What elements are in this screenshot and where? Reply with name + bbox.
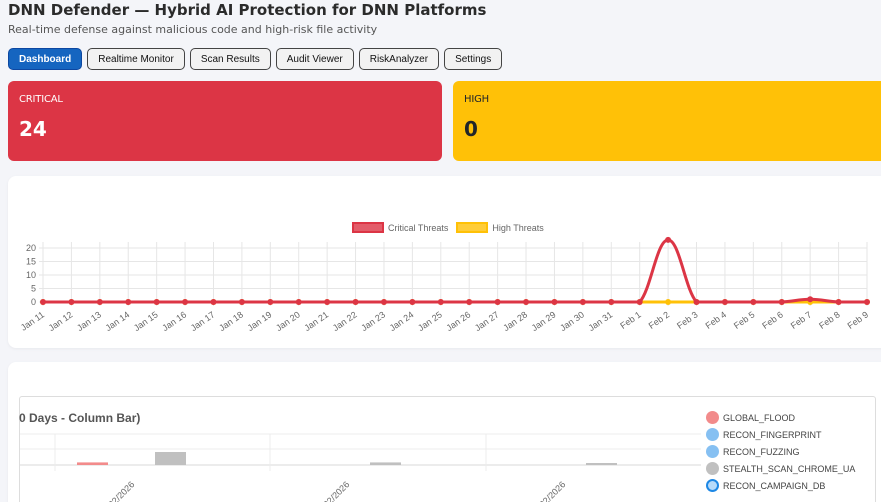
column-chart-title: 0 Days - Column Bar) <box>19 411 141 425</box>
legend-label: STEALTH_SCAN_CHROME_UA <box>723 463 856 474</box>
critical-count: 24 <box>19 117 47 141</box>
attack-type-panel <box>8 362 881 502</box>
stealth-scan-dot-icon <box>706 462 719 475</box>
recon-campaign-dot-icon <box>706 479 719 492</box>
legend-critical-label: Critical Threats <box>388 222 449 233</box>
line-chart-legend: Critical Threats High Threats <box>352 222 544 233</box>
legend-recon-campaign-db[interactable]: RECON_CAMPAIGN_DB <box>706 477 855 494</box>
critical-label: CRITICAL <box>19 94 63 105</box>
legend-label: GLOBAL_FLOOD <box>723 412 796 423</box>
legend-stealth-scan-chrome-ua[interactable]: STEALTH_SCAN_CHROME_UA <box>706 460 855 477</box>
legend-recon-fingerprint[interactable]: RECON_FINGERPRINT <box>706 426 855 443</box>
tab-audit-viewer[interactable]: Audit Viewer <box>275 48 354 70</box>
tab-realtime-monitor[interactable]: Realtime Monitor <box>87 48 185 70</box>
tab-scan-results[interactable]: Scan Results <box>189 48 271 70</box>
critical-stat-card: CRITICAL 24 <box>8 81 442 161</box>
column-chart-frame <box>19 396 876 502</box>
main-nav: Dashboard Realtime Monitor Scan Results … <box>8 48 503 70</box>
svg-text:0: 0 <box>31 297 36 307</box>
legend-high-label: High Threats <box>492 222 544 233</box>
high-label: HIGH <box>464 94 489 105</box>
legend-label: RECON_CAMPAIGN_DB <box>723 480 826 491</box>
svg-text:/02/2026: /02/2026 <box>105 479 137 502</box>
critical-swatch-icon <box>352 222 384 233</box>
global-flood-dot-icon <box>706 411 719 424</box>
legend-label: RECON_FUZZING <box>723 446 800 457</box>
legend-high-threats[interactable]: High Threats <box>456 222 544 233</box>
high-stat-card: HIGH 0 <box>453 81 881 161</box>
legend-critical-threats[interactable]: Critical Threats <box>352 222 448 233</box>
legend-label: RECON_FINGERPRINT <box>723 429 822 440</box>
column-chart-legend: GLOBAL_FLOOD RECON_FINGERPRINT RECON_FUZ… <box>706 409 855 494</box>
svg-text:5: 5 <box>31 284 36 294</box>
app-subtitle: Real-time defense against malicious code… <box>8 23 378 36</box>
recon-fuzzing-dot-icon <box>706 445 719 458</box>
tab-dashboard[interactable]: Dashboard <box>8 48 83 70</box>
recon-fingerprint-dot-icon <box>706 428 719 441</box>
tab-settings[interactable]: Settings <box>444 48 503 70</box>
high-count: 0 <box>464 117 478 141</box>
svg-text:/02/2026: /02/2026 <box>536 479 568 502</box>
high-swatch-icon <box>456 222 489 233</box>
svg-text:/02/2026: /02/2026 <box>320 479 352 502</box>
tab-risk-analyzer[interactable]: RiskAnalyzer <box>358 48 440 70</box>
svg-text:20: 20 <box>26 243 36 253</box>
legend-global-flood[interactable]: GLOBAL_FLOOD <box>706 409 855 426</box>
app-title: DNN Defender — Hybrid AI Protection for … <box>8 1 487 19</box>
svg-text:10: 10 <box>26 270 36 280</box>
legend-recon-fuzzing[interactable]: RECON_FUZZING <box>706 443 855 460</box>
svg-text:15: 15 <box>26 257 36 267</box>
